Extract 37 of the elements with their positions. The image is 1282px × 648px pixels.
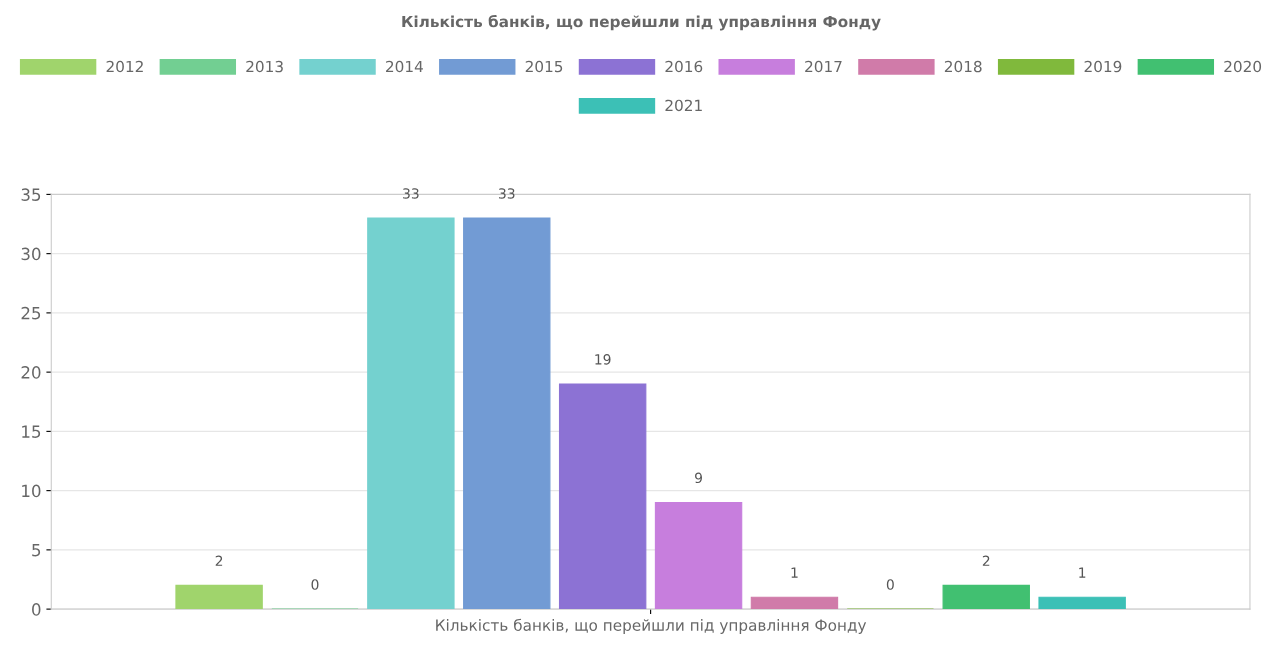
data-label: 33 — [403, 188, 419, 199]
y-tick-label: 15 — [22, 425, 41, 438]
y-tick-label: 5 — [32, 544, 41, 557]
bar — [175, 584, 263, 610]
data-label: 0 — [886, 579, 894, 590]
bar — [367, 217, 455, 610]
legend-label: 2019 — [1084, 60, 1122, 73]
y-tick-label: 30 — [21, 247, 41, 261]
legend-label: 2016 — [665, 60, 703, 73]
data-label: 1 — [791, 567, 798, 578]
chart-title: Кількість банків, що перейшли під управління Фонду — [402, 14, 881, 31]
legend-label: 2012 — [106, 60, 143, 73]
data-label: 19 — [595, 354, 611, 365]
data-label: 2 — [215, 555, 223, 566]
y-tick-label: 25 — [21, 306, 41, 320]
bar — [558, 383, 647, 610]
bar — [654, 501, 743, 610]
y-tick-label: 20 — [21, 366, 41, 379]
data-label: 0 — [311, 579, 319, 590]
bar — [1038, 596, 1126, 610]
data-label: 9 — [695, 472, 702, 484]
y-tick-label: 0 — [32, 603, 41, 616]
legend-label: 2017 — [805, 60, 842, 73]
legend-label: 2018 — [944, 60, 982, 73]
legend-label: 2015 — [525, 60, 563, 73]
bar — [750, 596, 839, 610]
data-label: 33 — [499, 188, 515, 199]
y-tick-label: 10 — [22, 484, 41, 498]
y-tick-label: 35 — [21, 188, 41, 201]
legend-label: 2013 — [246, 60, 283, 73]
bar — [463, 217, 551, 610]
legend-label: 2014 — [386, 60, 423, 73]
data-label: 2 — [982, 555, 990, 566]
data-label: 1 — [1079, 567, 1086, 578]
legend-label: 2020 — [1224, 60, 1262, 73]
bar — [942, 584, 1030, 610]
legend-label: 2021 — [665, 99, 702, 112]
